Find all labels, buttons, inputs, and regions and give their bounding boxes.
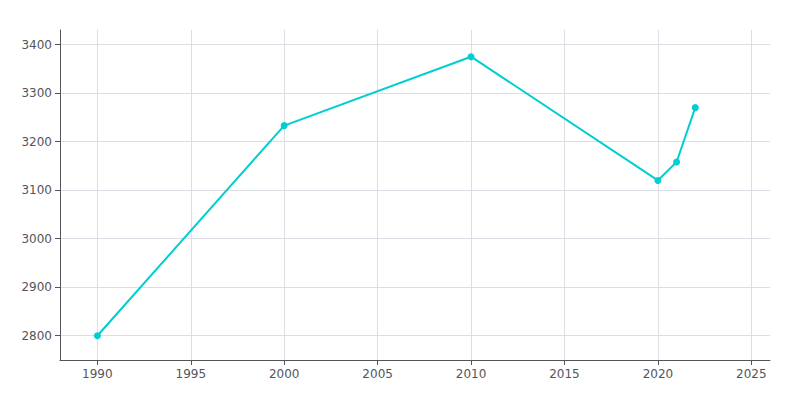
svg-text:3400: 3400 [21,38,52,52]
svg-text:2800: 2800 [21,329,52,343]
svg-text:3300: 3300 [21,86,52,100]
svg-text:2005: 2005 [362,367,393,381]
svg-text:2010: 2010 [456,367,487,381]
svg-text:2000: 2000 [269,367,300,381]
svg-text:2020: 2020 [643,367,674,381]
svg-text:2900: 2900 [21,280,52,294]
svg-text:3000: 3000 [21,232,52,246]
svg-text:1995: 1995 [176,367,207,381]
svg-text:3100: 3100 [21,183,52,197]
svg-text:2025: 2025 [736,367,767,381]
svg-text:2015: 2015 [549,367,580,381]
svg-text:3200: 3200 [21,135,52,149]
svg-text:1990: 1990 [82,367,113,381]
